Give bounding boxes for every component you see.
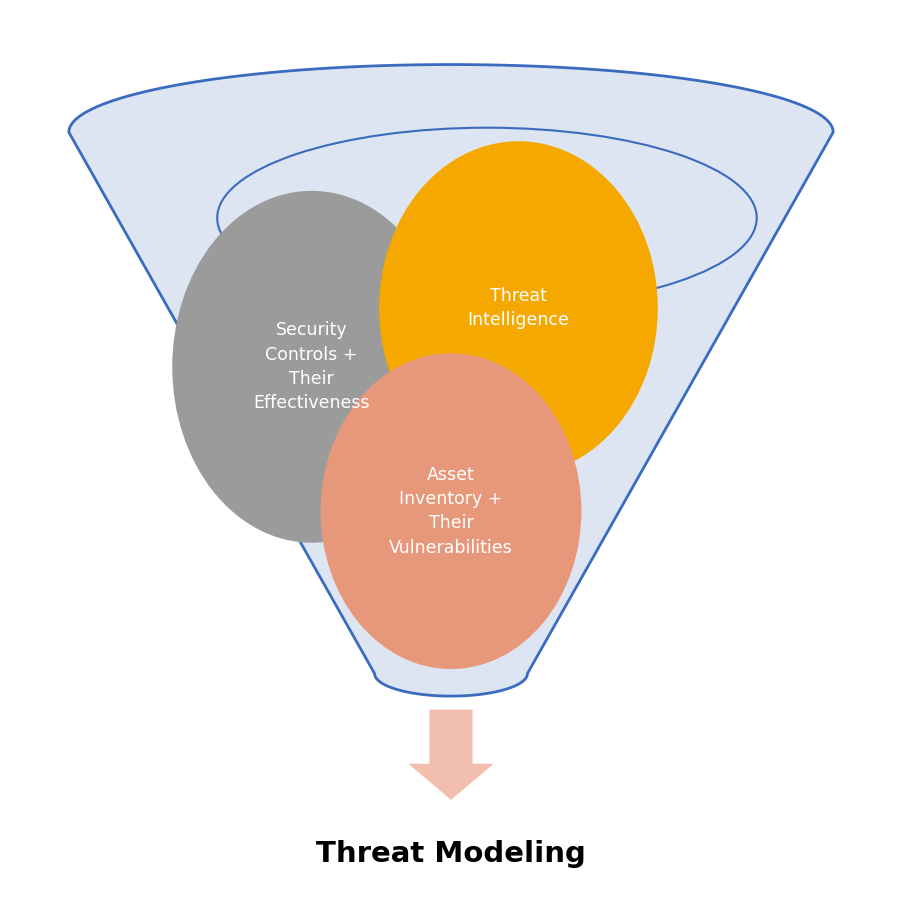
Ellipse shape bbox=[172, 191, 451, 543]
Polygon shape bbox=[409, 710, 493, 800]
Polygon shape bbox=[69, 64, 833, 696]
Ellipse shape bbox=[379, 141, 658, 475]
Text: Asset
Inventory +
Their
Vulnerabilities: Asset Inventory + Their Vulnerabilities bbox=[389, 466, 513, 557]
Ellipse shape bbox=[217, 128, 757, 308]
Ellipse shape bbox=[320, 353, 582, 669]
Text: Threat
Intelligence: Threat Intelligence bbox=[467, 287, 569, 329]
Text: Security
Controls +
Their
Effectiveness: Security Controls + Their Effectiveness bbox=[253, 321, 370, 413]
Text: Threat Modeling: Threat Modeling bbox=[316, 840, 586, 868]
